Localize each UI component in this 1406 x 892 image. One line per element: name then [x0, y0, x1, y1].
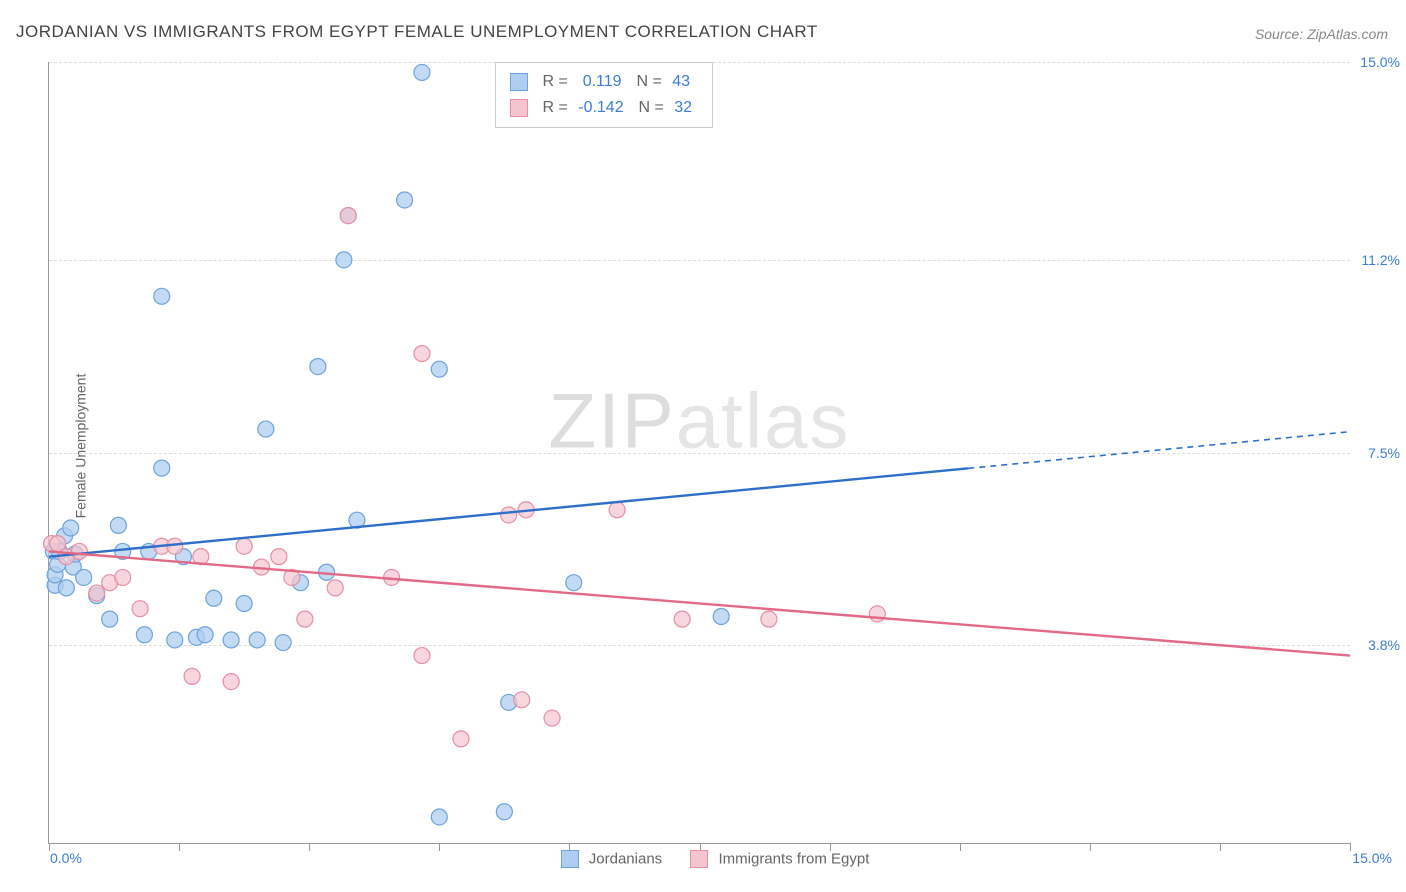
y-tick-label: 15.0% — [1360, 54, 1400, 70]
legend-label-2: Immigrants from Egypt — [719, 851, 870, 868]
data-point — [514, 692, 530, 708]
data-point — [197, 627, 213, 643]
data-point — [167, 632, 183, 648]
data-point — [115, 569, 131, 585]
stats-row-2: R = -0.142 N = 32 — [510, 95, 698, 121]
legend-label-1: Jordanians — [589, 851, 662, 868]
chart-svg — [49, 62, 1350, 843]
data-point — [297, 611, 313, 627]
data-point — [136, 627, 152, 643]
data-point — [132, 601, 148, 617]
data-point — [761, 611, 777, 627]
data-point — [154, 288, 170, 304]
y-tick-label: 3.8% — [1368, 637, 1400, 653]
y-tick-label: 11.2% — [1361, 252, 1400, 268]
data-point — [71, 543, 87, 559]
stats-n-1: 43 — [672, 73, 690, 90]
data-point — [336, 252, 352, 268]
legend-swatch-2 — [690, 850, 708, 868]
data-point — [609, 502, 625, 518]
data-point — [566, 575, 582, 591]
data-point — [414, 346, 430, 362]
bottom-legend: Jordanians Immigrants from Egypt — [0, 850, 1406, 868]
data-point — [674, 611, 690, 627]
data-point — [184, 668, 200, 684]
stats-row-1: R = 0.119 N = 43 — [510, 69, 698, 95]
data-point — [223, 674, 239, 690]
data-point — [258, 421, 274, 437]
y-tick-label: 7.5% — [1368, 445, 1400, 461]
stats-r-2: -0.142 — [578, 99, 623, 116]
data-point — [397, 192, 413, 208]
data-point — [63, 520, 79, 536]
data-point — [236, 595, 252, 611]
trend-line-solid — [49, 468, 968, 556]
stats-n-2: 32 — [674, 99, 692, 116]
data-point — [496, 804, 512, 820]
data-point — [271, 549, 287, 565]
stats-swatch-2 — [510, 99, 528, 117]
data-point — [340, 208, 356, 224]
data-point — [544, 710, 560, 726]
data-point — [713, 609, 729, 625]
data-point — [327, 580, 343, 596]
data-point — [414, 64, 430, 80]
data-point — [501, 507, 517, 523]
data-point — [414, 648, 430, 664]
data-point — [453, 731, 469, 747]
data-point — [310, 359, 326, 375]
data-point — [236, 538, 252, 554]
data-point — [431, 361, 447, 377]
stats-r-1: 0.119 — [583, 73, 622, 90]
data-point — [58, 580, 74, 596]
data-point — [869, 606, 885, 622]
data-point — [110, 517, 126, 533]
stats-swatch-1 — [510, 73, 528, 91]
data-point — [76, 569, 92, 585]
data-point — [206, 590, 222, 606]
data-point — [223, 632, 239, 648]
chart-title: JORDANIAN VS IMMIGRANTS FROM EGYPT FEMAL… — [16, 22, 818, 42]
stats-legend-box: R = 0.119 N = 43 R = -0.142 N = 32 — [495, 62, 713, 128]
source-credit: Source: ZipAtlas.com — [1255, 26, 1388, 42]
data-point — [154, 460, 170, 476]
data-point — [102, 611, 118, 627]
legend-swatch-1 — [561, 850, 579, 868]
trend-line-dashed — [968, 432, 1350, 469]
data-point — [249, 632, 265, 648]
plot-area: ZIPatlas R = 0.119 N = 43 R = -0.142 N =… — [48, 62, 1350, 844]
data-point — [275, 635, 291, 651]
data-point — [431, 809, 447, 825]
data-point — [89, 585, 105, 601]
